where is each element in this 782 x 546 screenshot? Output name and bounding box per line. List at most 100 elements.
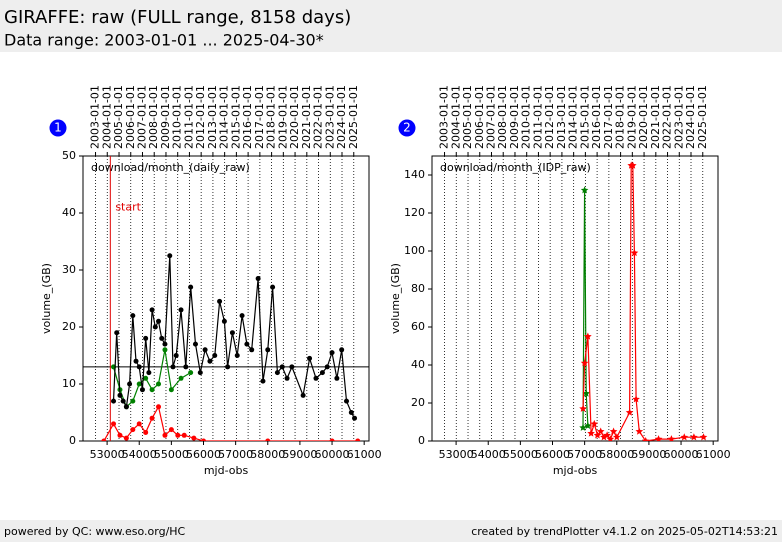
- point: [584, 421, 592, 429]
- panel-label: 1: [54, 121, 62, 135]
- point: [289, 364, 295, 370]
- series-line: [582, 190, 589, 428]
- point: [274, 370, 280, 376]
- y-tick-label: 20: [62, 320, 76, 333]
- point: [130, 427, 136, 433]
- axes-frame: [82, 155, 370, 442]
- point: [690, 433, 698, 441]
- panel-badge: [49, 119, 67, 137]
- point: [202, 347, 208, 353]
- point: [188, 284, 194, 290]
- y-tick-label: 50: [62, 149, 76, 162]
- point: [680, 433, 689, 441]
- point: [307, 355, 313, 361]
- point: [114, 330, 120, 336]
- point: [593, 431, 602, 439]
- y-tick-label: 140: [404, 168, 425, 181]
- point: [117, 392, 123, 398]
- y-tick-label: 0: [69, 434, 76, 447]
- point: [143, 429, 149, 435]
- y-axis-label: volume_(GB): [40, 263, 53, 334]
- point: [590, 419, 599, 428]
- point: [319, 370, 325, 376]
- point: [217, 298, 223, 304]
- y-axis-label: volume_(GB): [389, 263, 402, 334]
- top-tick-label: 2004-01-01: [100, 85, 113, 149]
- top-tick-label: 2009-01-01: [508, 85, 521, 149]
- x-tick-label: 60000: [315, 448, 350, 461]
- top-tick-label: 2018-01-01: [265, 85, 278, 149]
- point: [334, 375, 340, 381]
- top-tick-label: 2014-01-01: [567, 85, 580, 149]
- point: [120, 398, 126, 404]
- point: [152, 324, 158, 330]
- x-tick-label: 61000: [696, 448, 731, 461]
- point: [162, 341, 168, 347]
- x-axis-label: mjd-obs: [553, 464, 598, 477]
- x-tick-label: 60000: [664, 448, 699, 461]
- point: [249, 347, 255, 353]
- x-tick-label: 54000: [122, 448, 157, 461]
- point: [609, 427, 618, 435]
- top-tick-label: 2019-01-01: [625, 85, 638, 149]
- point: [329, 438, 335, 441]
- y-tick-label: 40: [62, 206, 76, 219]
- point: [117, 432, 123, 438]
- point: [260, 378, 266, 384]
- point: [630, 248, 639, 257]
- point: [600, 433, 608, 441]
- point: [197, 370, 203, 376]
- x-tick-label: 59000: [631, 448, 666, 461]
- point: [234, 353, 240, 358]
- point: [279, 364, 285, 370]
- point: [255, 276, 261, 282]
- point: [244, 341, 250, 347]
- top-tick-label: 2024-01-01: [684, 85, 697, 149]
- x-tick-label: 61000: [347, 448, 382, 461]
- point: [111, 398, 117, 404]
- axes-frame: [431, 155, 719, 442]
- point: [284, 375, 290, 381]
- point: [143, 335, 149, 341]
- footer-left: powered by QC: www.eso.org/HC: [4, 525, 186, 538]
- top-tick-label: 2003-01-01: [438, 85, 451, 149]
- y-tick-label: 40: [411, 358, 425, 371]
- point: [167, 253, 173, 259]
- x-tick-label: 53000: [439, 448, 474, 461]
- point: [629, 161, 637, 169]
- point: [313, 375, 319, 381]
- point: [143, 375, 149, 381]
- point: [606, 435, 615, 441]
- point: [625, 408, 634, 416]
- point: [632, 395, 640, 403]
- header-band: [0, 0, 782, 52]
- top-tick-label: 2009-01-01: [159, 85, 172, 149]
- point: [584, 332, 592, 340]
- point: [101, 438, 107, 441]
- point: [146, 370, 152, 376]
- x-tick-label: 53000: [90, 448, 125, 461]
- top-tick-label: 2014-01-01: [218, 85, 231, 149]
- point: [127, 381, 133, 387]
- point: [229, 330, 235, 336]
- point: [265, 438, 271, 441]
- point: [329, 350, 335, 356]
- point: [178, 375, 184, 381]
- point: [667, 435, 676, 441]
- top-tick-label: 2016-01-01: [241, 85, 254, 149]
- point: [654, 435, 663, 441]
- point: [221, 318, 227, 324]
- point: [156, 381, 162, 387]
- top-tick-label: 2021-01-01: [300, 85, 313, 149]
- y-tick-label: 0: [418, 434, 425, 447]
- axes-title: download/month_(daily_raw): [91, 161, 250, 174]
- point: [139, 387, 145, 393]
- point: [173, 353, 179, 358]
- x-tick-label: 54000: [471, 448, 506, 461]
- top-tick-label: 2004-01-01: [449, 85, 462, 149]
- point: [613, 433, 621, 441]
- point: [149, 387, 155, 393]
- point: [162, 432, 168, 438]
- top-tick-label: 2020-01-01: [637, 85, 650, 149]
